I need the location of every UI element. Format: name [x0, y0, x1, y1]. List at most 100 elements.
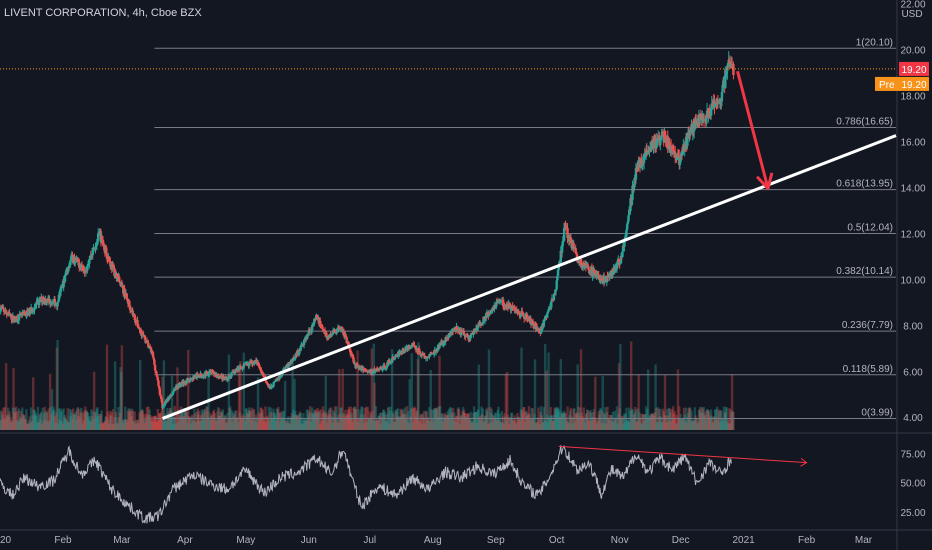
volume-bar — [550, 415, 554, 430]
candle-body — [498, 300, 502, 303]
candle-body — [351, 355, 355, 358]
candle-body — [710, 103, 713, 109]
volume-bar — [231, 421, 234, 430]
volume-bar — [298, 411, 302, 430]
trend-line — [161, 134, 897, 420]
volume-bar — [686, 417, 689, 430]
volume-bar — [17, 408, 21, 430]
candle-body — [371, 373, 374, 375]
volume-bar — [201, 419, 205, 430]
volume-bar — [732, 412, 735, 430]
candle-body — [560, 244, 564, 253]
volume-bar — [303, 420, 306, 430]
volume-bar — [101, 422, 104, 430]
volume-bar — [306, 409, 310, 430]
candle-body — [491, 308, 494, 311]
volume-bar — [642, 420, 646, 430]
volume-bar — [2, 407, 5, 430]
volume-bar — [199, 415, 203, 430]
candle-body — [728, 61, 732, 64]
volume-bar — [541, 421, 544, 430]
volume-bar — [455, 415, 459, 430]
volume-bar — [51, 410, 55, 430]
volume-bar — [78, 408, 81, 430]
volume-bar — [729, 409, 732, 430]
volume-bar — [275, 421, 278, 430]
drawings[interactable] — [0, 68, 897, 420]
candle-body — [540, 329, 543, 331]
volume-bar — [346, 410, 350, 430]
candle-body — [78, 262, 81, 268]
candle-body — [218, 376, 222, 378]
candle-body — [484, 317, 487, 319]
volume-bar — [103, 420, 107, 430]
volume-bar — [581, 416, 584, 430]
volume-bar — [285, 418, 289, 430]
volume-bar — [10, 420, 13, 430]
candle-body — [151, 352, 155, 358]
volume-bar — [50, 413, 53, 430]
candle-body — [600, 279, 604, 282]
volume-bar — [117, 406, 120, 430]
candle-body — [6, 314, 10, 316]
volume-bar — [525, 415, 529, 430]
volume-bar — [376, 420, 380, 430]
candle-body — [113, 268, 116, 277]
volume-bar — [13, 407, 17, 430]
volume-bar — [215, 419, 218, 430]
volume-bar — [394, 410, 397, 430]
volume-bar — [251, 419, 254, 430]
volume-bar — [588, 411, 592, 430]
candle-body — [159, 396, 163, 399]
volume-bar — [546, 422, 550, 430]
volume-bar — [152, 421, 155, 430]
candle-body — [363, 368, 367, 371]
candle-body — [413, 345, 416, 347]
volume-bar — [307, 413, 311, 430]
volume-bar — [588, 421, 591, 430]
volume-bar — [351, 422, 355, 430]
candle-body — [237, 367, 240, 372]
volume-bar — [166, 407, 169, 430]
volume-bar — [441, 413, 444, 430]
volume-bar — [305, 409, 308, 430]
candle-body — [476, 325, 480, 329]
volume-bar — [472, 413, 475, 430]
candle-body — [407, 345, 411, 350]
volume-bar — [40, 411, 43, 430]
volume-bar — [332, 417, 336, 430]
candle-body — [112, 265, 115, 269]
candle-body — [623, 239, 626, 247]
candle-body — [708, 111, 711, 115]
candle-body — [393, 357, 397, 360]
volume-bar — [423, 423, 426, 430]
volume-bar — [529, 418, 533, 430]
volume-bar — [27, 423, 30, 430]
volume-bar — [727, 423, 730, 430]
volume-bar — [574, 413, 577, 430]
volume-bar — [567, 423, 571, 430]
candle-body — [33, 307, 36, 311]
candle-body — [713, 104, 717, 107]
candle-body — [344, 336, 348, 338]
volume-bar — [264, 422, 268, 430]
volume-bar — [327, 413, 330, 430]
candle-body — [321, 327, 324, 329]
volume-bar — [37, 422, 40, 430]
candle-body — [519, 314, 523, 317]
volume-bar — [269, 412, 272, 430]
volume-bar — [477, 364, 481, 430]
volume-bar — [302, 420, 306, 430]
candle-body — [314, 318, 317, 320]
candle-body — [35, 301, 38, 305]
candle-body — [235, 370, 238, 372]
candle-body — [518, 313, 521, 315]
candle-body — [178, 382, 181, 388]
volume-bar — [728, 408, 731, 430]
volume-bar — [655, 408, 658, 430]
volume-bar — [149, 417, 153, 430]
candle-body — [535, 326, 539, 331]
volume-bar — [153, 415, 156, 430]
fibonacci-retracement[interactable]: 1(20.10)0.786(16.65)0.618(13.95)0.5(12.0… — [154, 37, 896, 419]
